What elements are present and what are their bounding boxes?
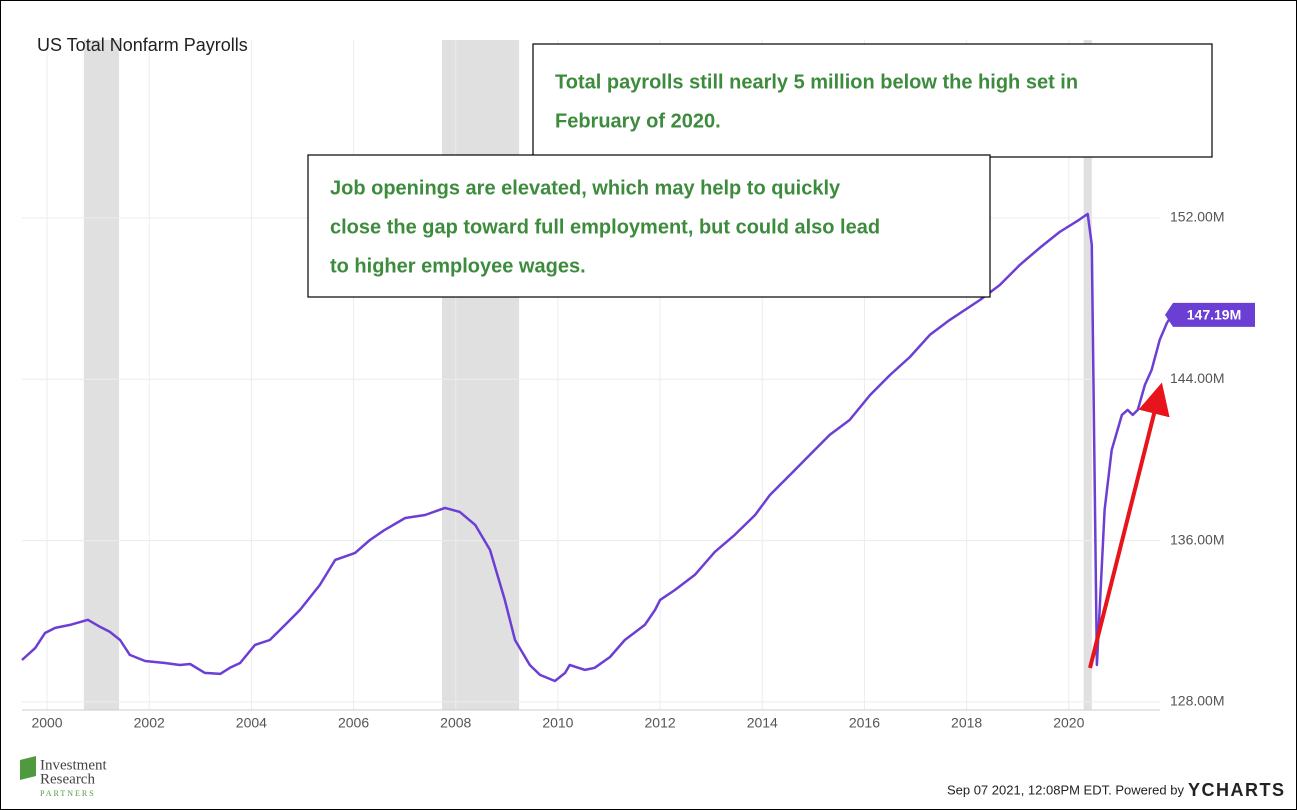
recession-band: [441, 40, 520, 710]
x-tick-label: 2006: [338, 715, 369, 731]
y-tick-label: 128.00M: [1170, 693, 1224, 709]
plot-area: 128.00M 136.00M 144.00M 152.00M 2000 2002 2004…: [21, 40, 1255, 731]
logo-text: Research: [40, 771, 95, 787]
y-tick-label: 144.00M: [1170, 370, 1224, 386]
annotation-text: to higher employee wages.: [330, 255, 586, 277]
y-tick-label: 152.00M: [1170, 209, 1224, 225]
last-value-label: 147.19M: [1187, 307, 1241, 323]
annotation-text: Job openings are elevated, which may hel…: [330, 177, 841, 199]
x-tick-label: 2020: [1053, 715, 1084, 731]
x-tick-label: 2010: [542, 715, 573, 731]
x-tick-label: 2016: [849, 715, 880, 731]
y-tick-label: 136.00M: [1170, 531, 1224, 547]
series-line: [21, 212, 1174, 683]
recession-band: [83, 40, 120, 710]
x-tick-label: 2008: [440, 715, 471, 731]
annotation-frame: [532, 43, 1213, 158]
logo-icon: [20, 756, 36, 780]
x-tick-label: 2002: [134, 715, 165, 731]
x-tick-label: 2018: [951, 715, 982, 731]
arrow: [1088, 382, 1170, 669]
logo-text: PARTNERS: [40, 789, 96, 798]
brand: YCHARTS: [1188, 780, 1286, 800]
logo: Investment Research PARTNERS: [20, 756, 107, 798]
x-tick-label: 2000: [31, 715, 62, 731]
recession-band: [1083, 40, 1092, 710]
annotation-frame: [307, 154, 991, 298]
chart-title: US Total Nonfarm Payrolls: [37, 35, 248, 55]
x-tick-label: 2012: [645, 715, 676, 731]
logo-text: Investment: [40, 757, 107, 773]
annotation-text: February of 2020.: [555, 110, 721, 132]
annotation-box: Total payrolls still nearly 5 million be…: [532, 43, 1213, 158]
x-tick-label: 2014: [747, 715, 778, 731]
annotation-box: Job openings are elevated, which may hel…: [307, 154, 991, 298]
annotation-text: close the gap toward full employment, bu…: [330, 216, 880, 238]
x-tick-label: 2004: [236, 715, 267, 731]
annotation-text: Total payrolls still nearly 5 million be…: [555, 71, 1078, 93]
last-value-tag: [1165, 302, 1255, 327]
footer: Sep 07 2021, 12:08PM EDT. Powered by: [947, 782, 1185, 797]
